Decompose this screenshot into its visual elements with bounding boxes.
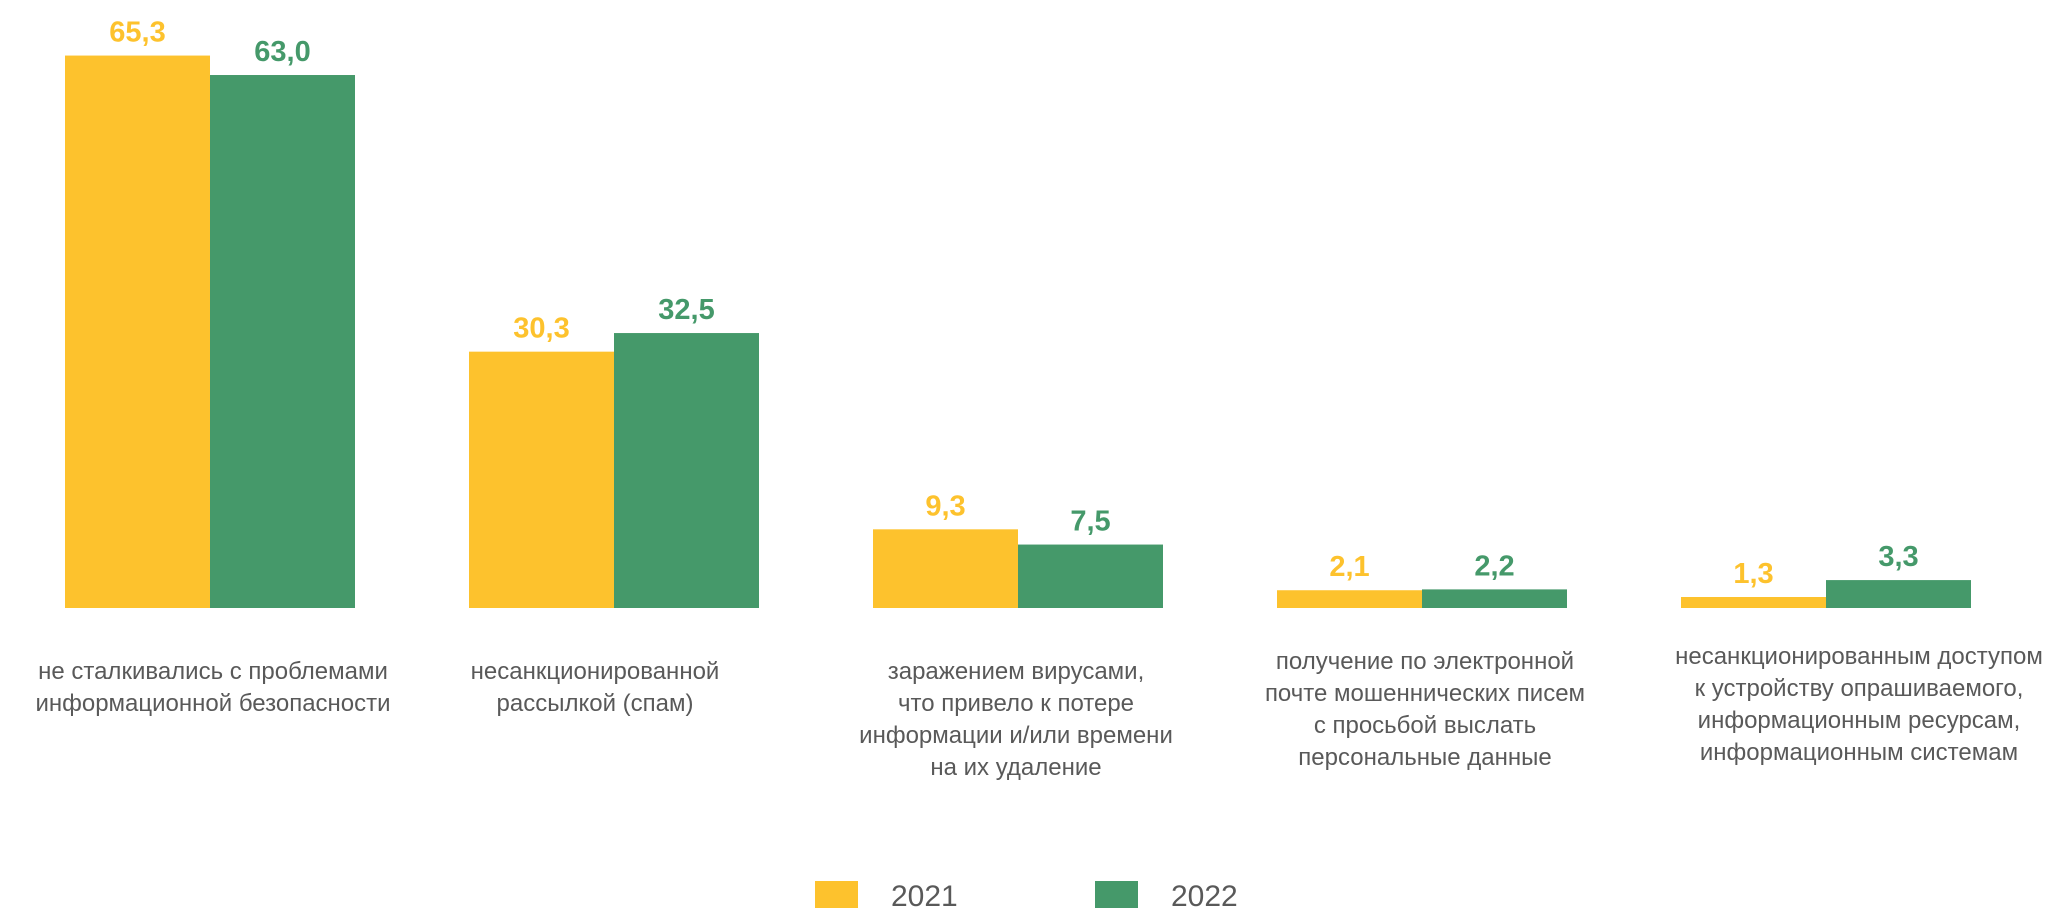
category-label-2-line-3: на их удаление (930, 754, 1101, 781)
value-label-2021-3: 2,1 (1329, 551, 1369, 583)
category-labels-layer: не сталкивались с проблемами информационн… (35, 643, 2042, 781)
bar-2021-2 (873, 529, 1018, 608)
category-label-3-line-2: с просьбой выслать (1314, 712, 1536, 739)
value-label-2021-2: 9,3 (925, 490, 965, 522)
bar-2022-1 (614, 333, 759, 608)
legend-swatch-2022 (1095, 881, 1138, 908)
legend-label-2021: 2021 (891, 880, 958, 913)
category-label-4-line-0: несанкционированным доступом (1675, 643, 2043, 670)
value-label-2021-1: 30,3 (513, 313, 569, 345)
category-label-2-line-0: заражением вирусами, (888, 658, 1145, 685)
value-label-2022-3: 2,2 (1474, 550, 1514, 582)
value-label-2022-1: 32,5 (658, 294, 714, 326)
category-label-1-line-0: несанкционированной (471, 658, 720, 685)
category-label-4-line-3: информационным системам (1700, 739, 2018, 766)
category-label-0-line-0: не сталкивались с проблемами (38, 658, 388, 685)
value-label-2021-4: 1,3 (1733, 558, 1773, 590)
category-label-4-line-1: к устройству опрашиваемого, (1695, 675, 2024, 702)
bar-2021-0 (65, 55, 210, 608)
legend-label-2022: 2022 (1171, 880, 1238, 913)
category-label-3-line-1: почте мошеннических писем (1265, 680, 1585, 707)
category-label-3-line-3: персональные данные (1298, 744, 1551, 771)
value-label-2022-4: 3,3 (1878, 541, 1918, 573)
value-labels-layer: 65,3 30,3 9,3 2,1 1,3 63,0 32,5 7,5 2,2 3,3 (109, 17, 1918, 590)
bars-layer (65, 55, 1971, 608)
bar-2022-3 (1422, 589, 1567, 608)
legend: 2021 2022 (815, 880, 1238, 913)
bar-2021-1 (469, 351, 614, 608)
category-label-4-line-2: информационным ресурсам, (1698, 707, 2021, 734)
bar-2022-2 (1018, 544, 1163, 608)
bar-2021-4 (1681, 597, 1826, 608)
value-label-2022-2: 7,5 (1070, 506, 1110, 538)
category-label-3-line-0: получение по электронной (1276, 648, 1574, 675)
bar-2021-3 (1277, 590, 1422, 608)
legend-swatch-2021 (815, 881, 858, 908)
bar-2022-0 (210, 75, 355, 608)
value-label-2022-0: 63,0 (254, 36, 310, 68)
bar-2022-4 (1826, 580, 1971, 608)
category-label-2-line-1: что привело к потере (898, 690, 1134, 717)
category-label-2-line-2: информации и/или времени (859, 722, 1173, 749)
category-label-0-line-1: информационной безопасности (35, 690, 390, 717)
value-label-2021-0: 65,3 (109, 17, 165, 49)
category-label-1-line-1: рассылкой (спам) (497, 690, 694, 717)
